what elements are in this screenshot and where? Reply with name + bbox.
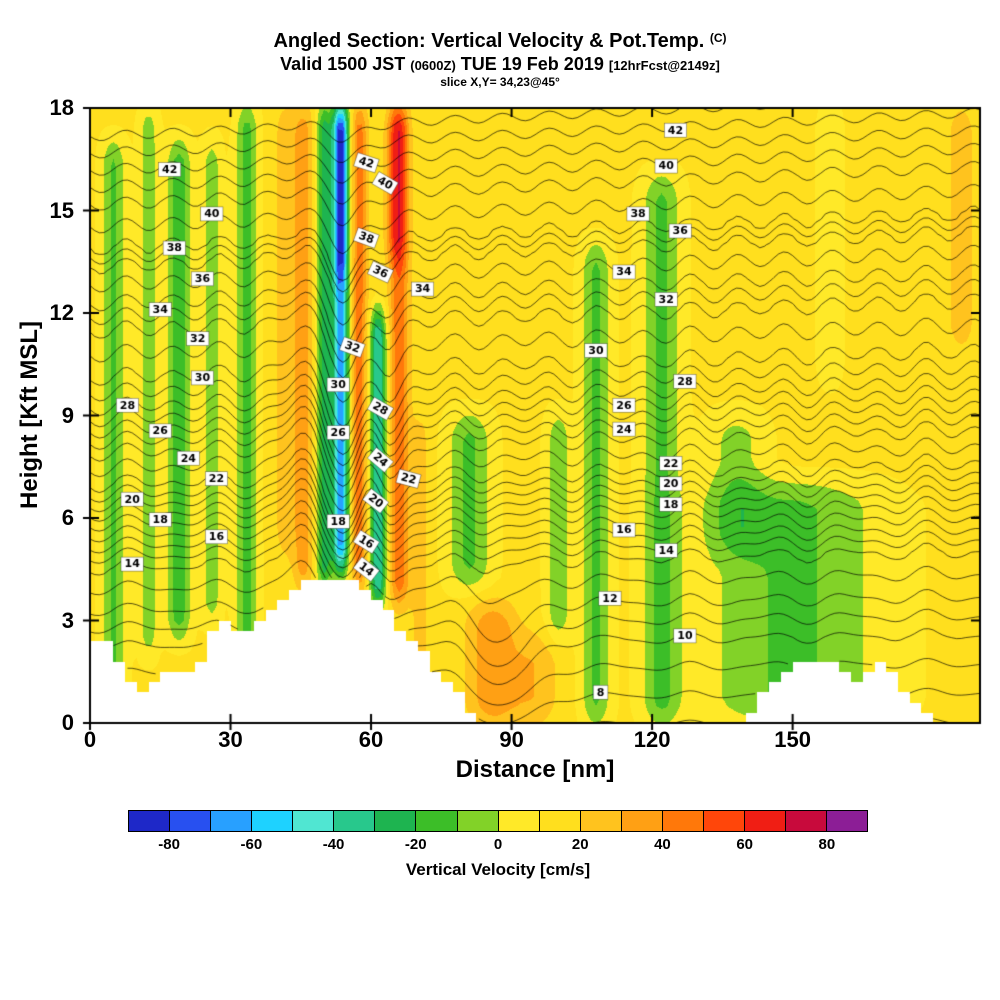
colorbar-tick-label: -60 xyxy=(240,836,263,853)
colorbar-cell xyxy=(662,811,704,831)
y-tick-label: 12 xyxy=(49,300,74,325)
chart-title-text: Angled Section: Vertical Velocity & Pot.… xyxy=(273,30,705,52)
valid-time: Valid 1500 JST xyxy=(280,54,411,74)
cross-section-plot xyxy=(80,100,990,731)
colorbar-tick-label: 60 xyxy=(736,836,753,853)
colorbar xyxy=(128,810,868,832)
colorbar-cell xyxy=(498,811,540,831)
y-tick-label: 0 xyxy=(61,710,74,735)
x-tick-label: 90 xyxy=(499,727,524,752)
valid-utc: (0600Z) xyxy=(410,58,456,73)
chart-title: Angled Section: Vertical Velocity & Pot.… xyxy=(0,30,1000,53)
x-tick-label: 60 xyxy=(358,727,384,752)
colorbar-tick-label: 80 xyxy=(818,836,836,853)
colorbar-cell xyxy=(334,811,376,831)
colorbar-tick-label: 20 xyxy=(571,836,589,853)
x-tick-label: 120 xyxy=(633,727,671,752)
slice-annotation: slice X,Y= 34,23@45° xyxy=(440,75,560,89)
colorbar-tick-label: -40 xyxy=(322,836,345,853)
y-tick-label: 9 xyxy=(61,402,74,428)
forecast-tag: [12hrFcst@2149z] xyxy=(608,58,720,73)
valid-date: TUE 19 Feb 2019 xyxy=(455,54,609,74)
colorbar-tick-label: 0 xyxy=(493,836,503,853)
colorbar-tick-label: -20 xyxy=(404,836,427,853)
colorbar-tick-label: 40 xyxy=(654,836,671,853)
y-tick-label: 6 xyxy=(61,505,74,530)
colorbar-cell xyxy=(375,811,417,831)
colorbar-cell xyxy=(211,811,253,831)
colorbar-tick-label: -80 xyxy=(158,836,180,853)
y-tick-label: 3 xyxy=(61,607,74,633)
colorbar-cell xyxy=(252,811,294,831)
y-tick-label: 18 xyxy=(49,95,74,120)
colorbar-cell xyxy=(539,811,581,831)
x-axis-label: Distance [nm] xyxy=(455,756,615,783)
chart-title-unit: (C) xyxy=(709,31,727,45)
chart-subtitle: Valid 1500 JST (0600Z) TUE 19 Feb 2019 [… xyxy=(0,54,1000,75)
colorbar-cell xyxy=(744,811,786,831)
y-tick-label: 15 xyxy=(49,197,74,223)
colorbar-cell xyxy=(170,811,212,831)
colorbar-cell xyxy=(416,811,458,831)
colorbar-title: Vertical Velocity [cm/s] xyxy=(405,860,591,879)
colorbar-cell xyxy=(293,811,335,831)
colorbar-cell xyxy=(457,811,499,831)
colorbar-cell xyxy=(703,811,745,831)
x-tick-label: 30 xyxy=(218,727,243,752)
colorbar-cell xyxy=(621,811,663,831)
colorbar-cell xyxy=(129,811,171,831)
colorbar-cell xyxy=(580,811,622,831)
x-tick-label: 0 xyxy=(83,727,97,752)
colorbar-cell xyxy=(786,811,828,831)
x-tick-label: 150 xyxy=(774,727,811,752)
colorbar-cell xyxy=(827,811,868,831)
